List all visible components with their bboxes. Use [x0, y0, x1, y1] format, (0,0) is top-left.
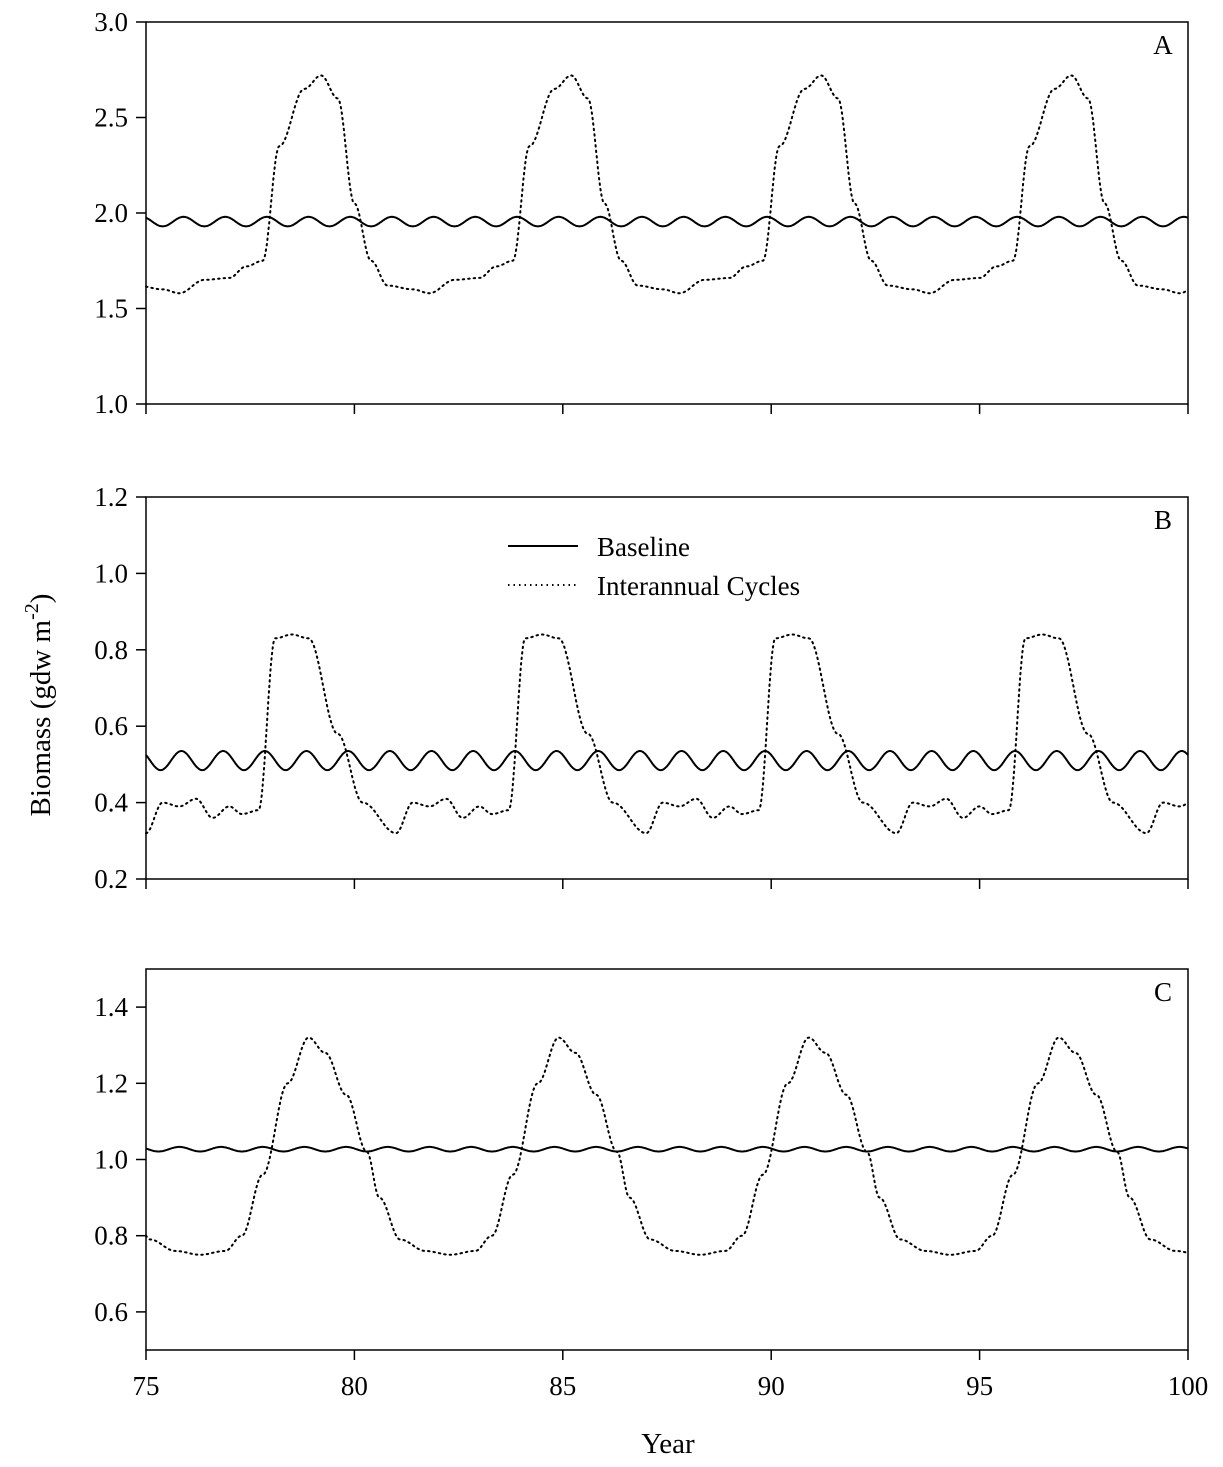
y-axis-title-close: ) — [25, 594, 57, 604]
x-tick-label: 90 — [758, 1371, 785, 1401]
panel-a-y-tick-label: 1.5 — [94, 294, 128, 324]
panel-a-frame — [145, 21, 1189, 405]
panel-a-baseline-line — [145, 215, 1189, 228]
panel-c-y-tick-label: 1.0 — [94, 1145, 128, 1175]
panel-b-y-tick-label: 0.8 — [94, 635, 128, 665]
panel-b-y-tick-label: 1.2 — [94, 482, 128, 512]
panel-c-y-tick-label: 1.2 — [94, 1068, 128, 1098]
legend-baseline-label: Baseline — [597, 532, 690, 562]
panel-c-frame — [145, 968, 1189, 1351]
panel-c-y-tick-label: 1.4 — [94, 992, 128, 1022]
panel-b-baseline-line — [145, 750, 1189, 772]
panel-a: 1.0 1.5 2.0 2.5 3.0 A — [94, 7, 1189, 419]
panel-b-y-tick-label: 0.2 — [94, 864, 128, 894]
panel-c: 0.6 0.8 1.0 1.2 1.4 75 80 85 90 95 100 C — [94, 968, 1209, 1401]
panel-b-y-tick-label: 0.4 — [94, 788, 128, 818]
panel-c-y-tick-label: 0.8 — [94, 1221, 128, 1251]
panel-c-interannual-line — [145, 1036, 1189, 1256]
panel-b-interannual-line — [145, 633, 1189, 835]
y-axis-title-main: Biomass (gdw m — [25, 619, 57, 816]
panel-a-y-tick-label: 2.0 — [94, 198, 128, 228]
panel-a-interannual-line — [145, 74, 1189, 295]
panel-a-y-tick-label: 2.5 — [94, 103, 128, 133]
x-tick-label: 75 — [133, 1371, 160, 1401]
panel-b-frame — [145, 496, 1189, 880]
x-tick-label: 80 — [341, 1371, 368, 1401]
x-tick-label: 100 — [1168, 1371, 1209, 1401]
panel-b-y-tick-label: 1.0 — [94, 558, 128, 588]
legend-interannual-label: Interannual Cycles — [597, 571, 800, 601]
x-axis-title: Year — [641, 1428, 695, 1460]
panel-b-y-tick-label: 0.6 — [94, 711, 128, 741]
panel-b: 0.2 0.4 0.6 0.8 1.0 1.2 B — [94, 482, 1189, 894]
x-tick-label: 95 — [966, 1371, 993, 1401]
panel-a-y-tick-label: 3.0 — [94, 7, 128, 37]
y-axis-title-superscript: -2 — [21, 603, 43, 620]
x-tick-label: 85 — [549, 1371, 576, 1401]
panel-a-y-tick-label: 1.0 — [94, 389, 128, 419]
panel-c-baseline-line — [145, 1145, 1189, 1153]
panel-a-letter: A — [1153, 30, 1173, 60]
panel-b-letter: B — [1154, 505, 1172, 535]
legend: Baseline Interannual Cycles — [508, 532, 800, 601]
panel-c-y-tick-label: 0.6 — [94, 1297, 128, 1327]
panel-c-letter: C — [1154, 977, 1172, 1007]
y-axis-title: Biomass (gdw m-2) — [21, 594, 57, 817]
